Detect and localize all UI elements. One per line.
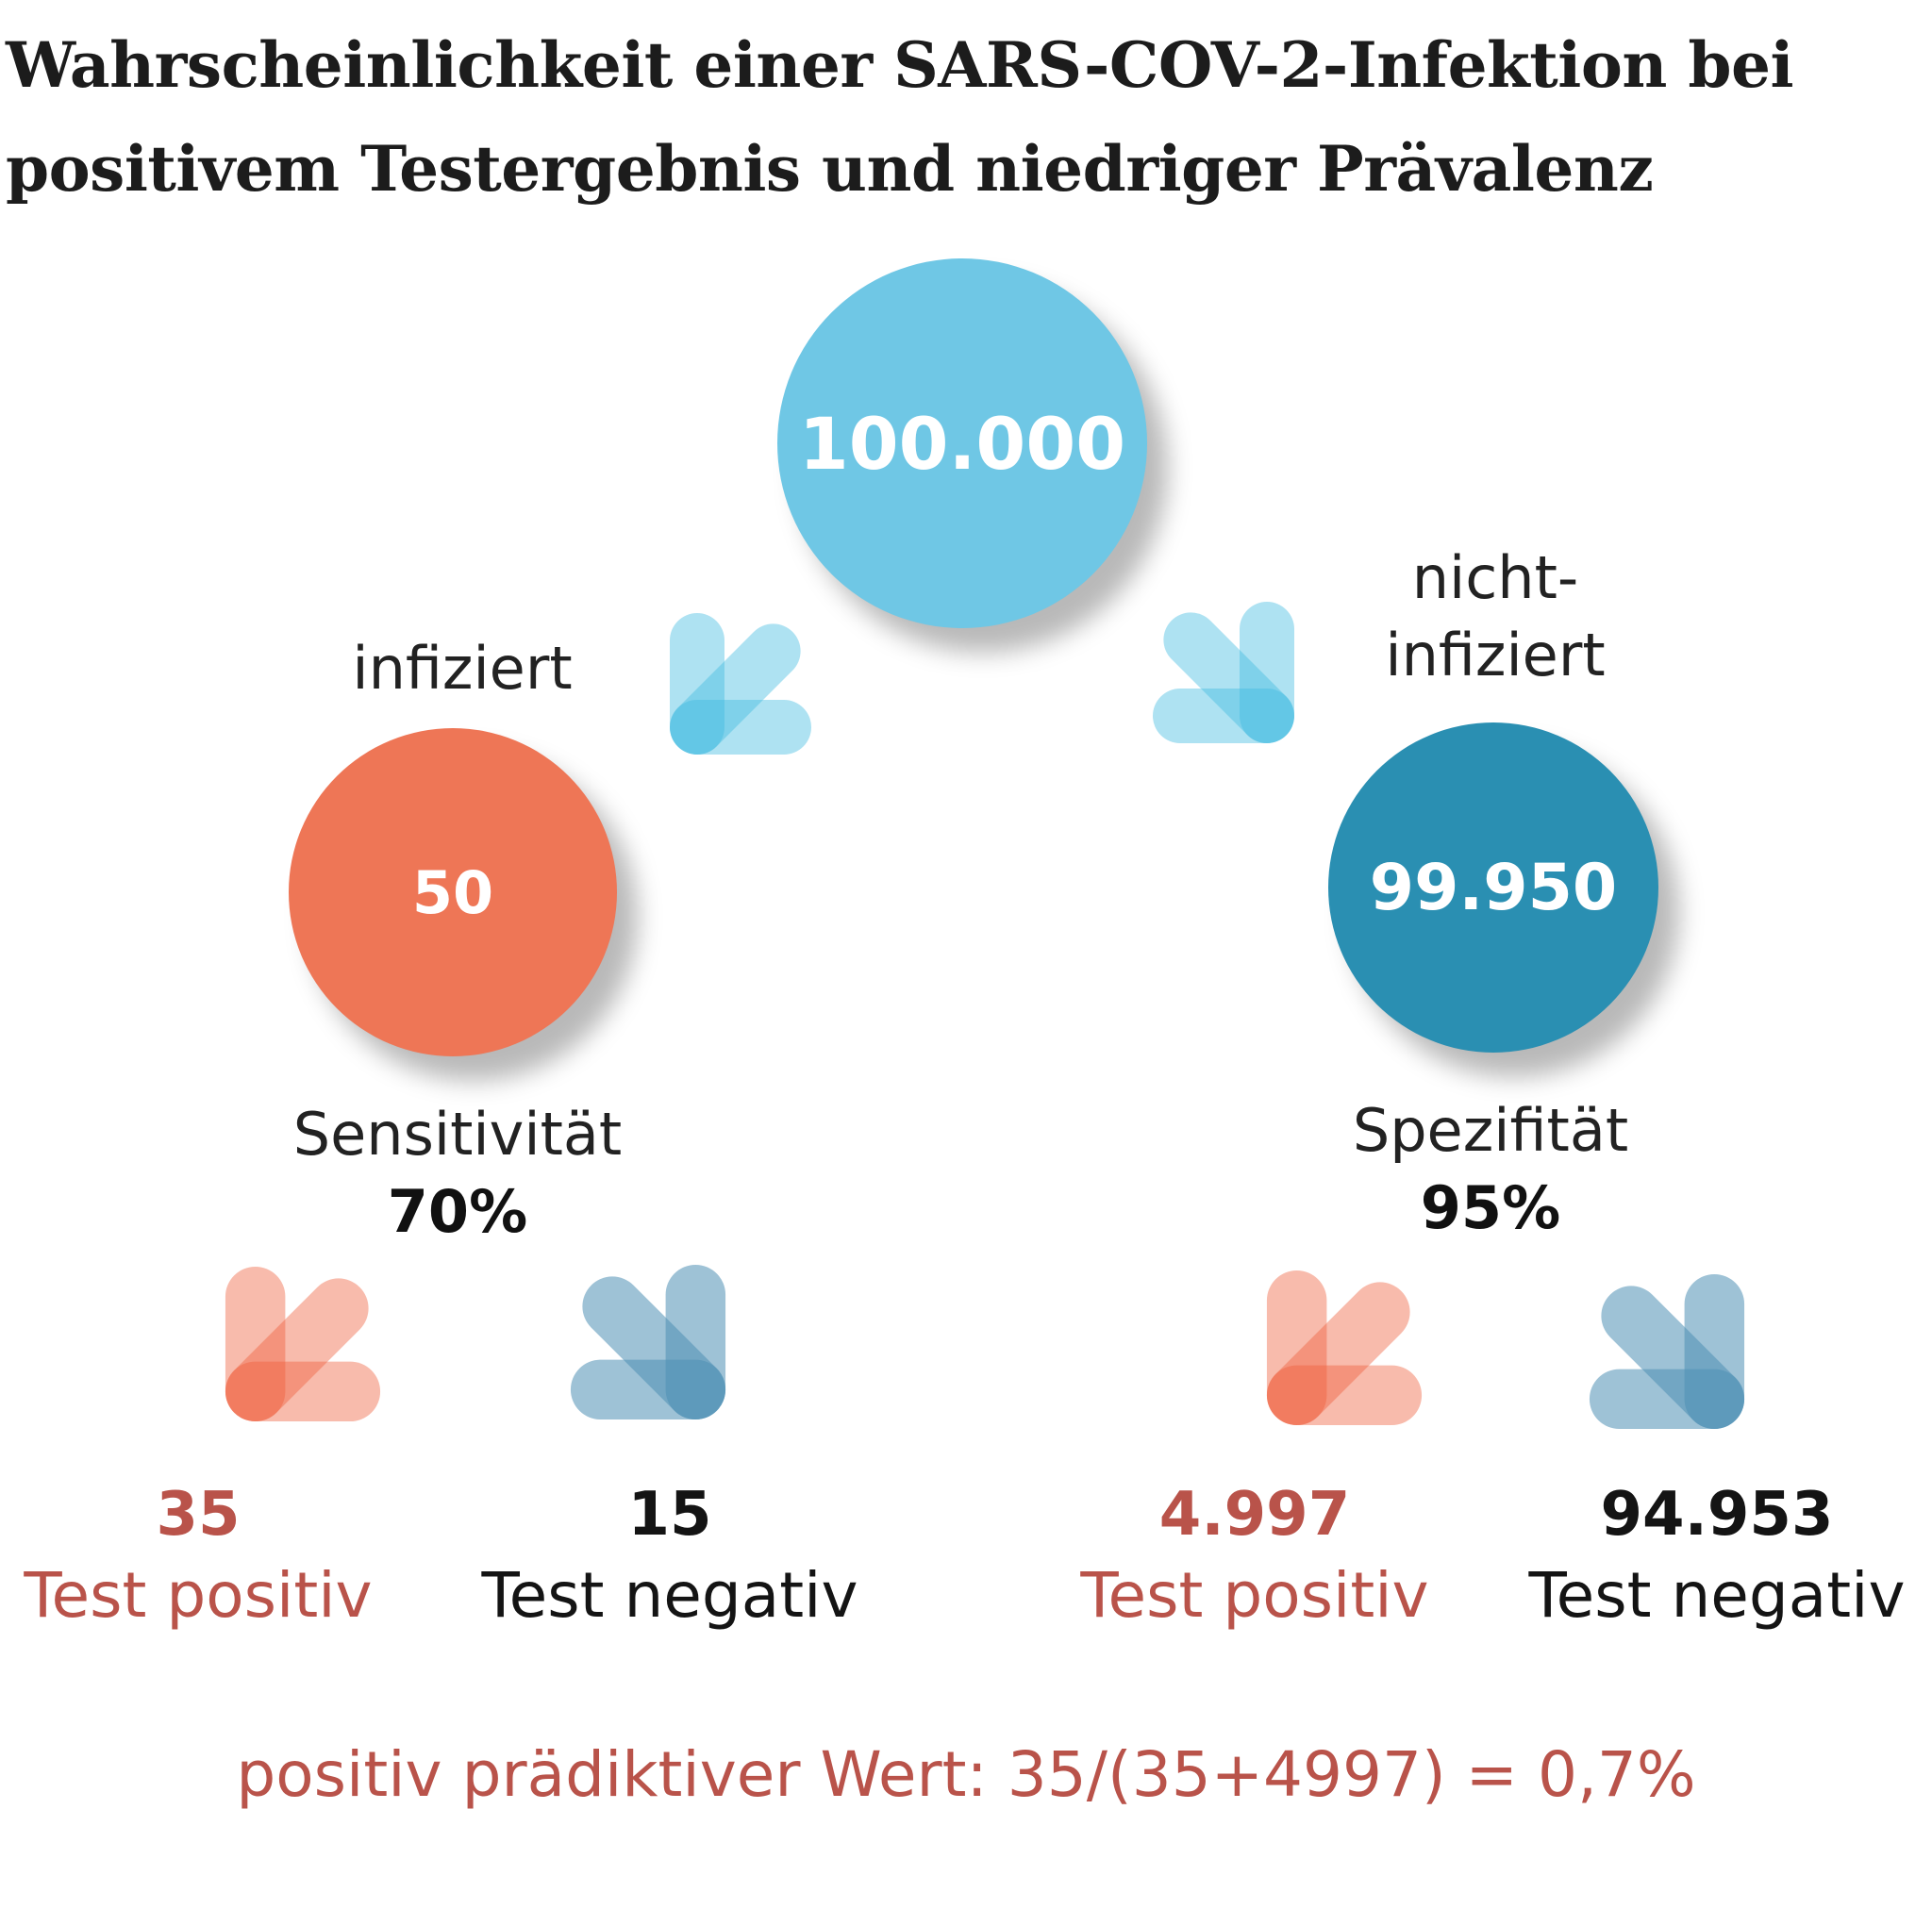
positive-predictive-value: positiv prädiktiver Wert: 35/(35+4997) =…	[236, 1738, 1696, 1811]
not-infected-positive-count: 4.997	[1158, 1480, 1351, 1550]
arrow-down-right-icon	[570, 1264, 726, 1420]
not-infected-negative-label: Test negativ	[1528, 1559, 1906, 1632]
not-infected-positive-label: Test positiv	[1080, 1559, 1429, 1632]
not-infected-label: nicht- infiziert	[1385, 543, 1606, 689]
infected-value: 50	[411, 857, 494, 927]
diagram-title: Wahrscheinlichkeit einer SARS-COV-2-Infe…	[6, 13, 1892, 221]
sensitivity-label: Sensitivität 70%	[255, 1096, 660, 1251]
sensitivity-value: 70%	[387, 1177, 528, 1246]
title-line-1: Wahrscheinlichkeit einer SARS-COV-2-Infe…	[6, 28, 1794, 102]
title-line-2: positivem Testergebnis und niedriger Prä…	[6, 132, 1654, 206]
infected-positive-label: Test positiv	[24, 1559, 373, 1632]
arrow-down-right-icon	[1153, 602, 1294, 743]
arrow-down-left-icon	[670, 613, 811, 755]
arrow-down-right-icon	[1589, 1273, 1745, 1430]
not-infected-value: 99.950	[1369, 850, 1618, 925]
not-infected-negative-count: 94.953	[1600, 1480, 1834, 1550]
not-infected-circle: 99.950	[1328, 722, 1658, 1053]
infected-negative-count: 15	[627, 1480, 712, 1550]
infected-negative-label: Test negativ	[481, 1559, 858, 1632]
infected-circle: 50	[289, 728, 617, 1056]
infected-positive-count: 35	[156, 1480, 241, 1550]
specificity-label: Spezifität 95%	[1302, 1092, 1679, 1247]
specificity-value: 95%	[1420, 1173, 1561, 1242]
total-population-circle: 100.000	[777, 258, 1147, 628]
arrow-down-left-icon	[225, 1266, 381, 1422]
arrow-down-left-icon	[1266, 1270, 1423, 1426]
infected-label: infiziert	[352, 634, 573, 703]
total-population-value: 100.000	[798, 401, 1126, 486]
